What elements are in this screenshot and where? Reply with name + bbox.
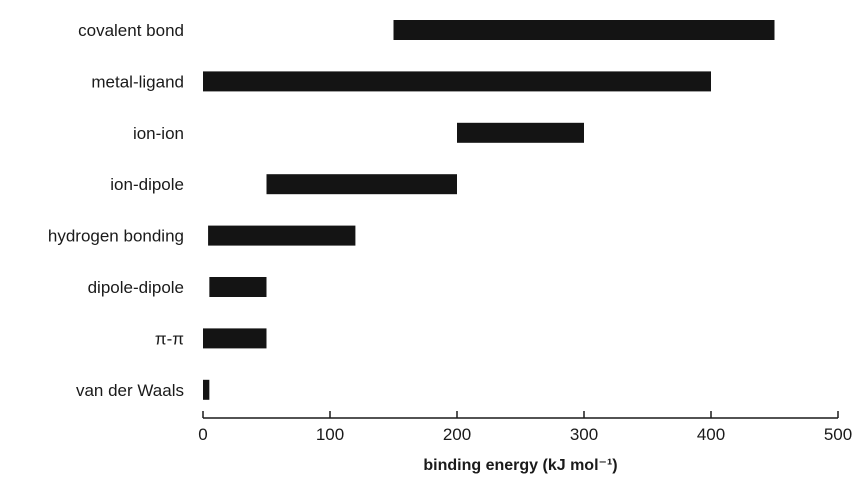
category-label: metal-ligand [91, 72, 184, 91]
bar-5 [209, 277, 267, 297]
bar-3 [266, 174, 457, 195]
bar-0 [393, 20, 775, 40]
category-label: ion-dipole [110, 175, 184, 194]
x-axis-ticks: 0 100 200 300 400 500 [198, 411, 852, 444]
category-labels: covalent bond metal-ligand ion-ion ion-dipo… [48, 21, 184, 400]
bar-7 [203, 379, 210, 400]
category-label: hydrogen bonding [48, 227, 184, 246]
category-label: van der Waals [76, 381, 184, 400]
category-label: covalent bond [78, 21, 184, 40]
bars-group [203, 20, 775, 400]
bar-1 [203, 71, 711, 92]
category-label: dipole-dipole [88, 278, 184, 297]
category-label: ion-ion [133, 124, 184, 143]
x-tick-label: 300 [570, 425, 598, 444]
bar-6 [203, 328, 267, 349]
x-tick-label: 500 [824, 425, 852, 444]
category-label: π-π [155, 329, 184, 348]
x-axis-title: binding energy (kJ mol⁻¹) [423, 457, 617, 474]
x-tick-label: 100 [316, 425, 344, 444]
x-tick-label: 200 [443, 425, 471, 444]
bar-2 [457, 122, 584, 143]
x-tick-label: 0 [198, 425, 207, 444]
bar-4 [208, 225, 356, 246]
x-tick-label: 400 [697, 425, 725, 444]
